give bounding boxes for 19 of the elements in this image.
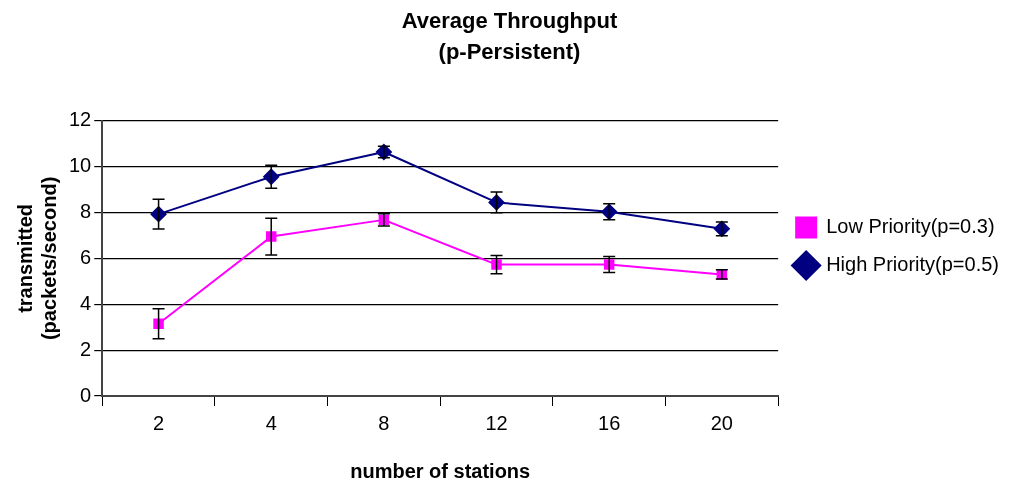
x-tick-label: 4 [265,411,277,434]
y-tick-label: 0 [80,383,92,406]
chart-subtitle: (p-Persistent) [438,38,581,64]
x-tick-label: 2 [153,411,165,434]
x-axis-title: number of stations [350,459,531,482]
x-tick-label: 20 [710,411,733,434]
y-axis-title: transmitted (packets/second) [13,176,60,341]
y-tick-label: 12 [69,108,92,131]
y-tick-label: 8 [80,200,92,223]
chart-title: Average Throughput [401,8,618,34]
y-tick-label: 2 [80,337,92,360]
legend-label: Low Priority(p=0.3) [826,215,995,238]
y-tick-label: 10 [69,154,92,177]
x-tick-label: 12 [485,411,508,434]
legend-label: High Priority(p=0.5) [826,253,999,276]
y-tick-label: 6 [80,245,92,268]
x-tick-label: 8 [378,411,390,434]
x-tick-label: 16 [598,411,621,434]
y-tick-label: 4 [80,291,92,314]
